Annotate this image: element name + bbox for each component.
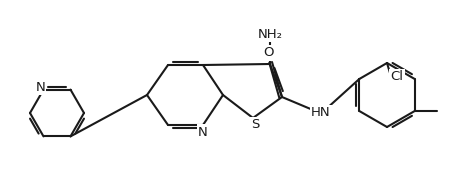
Text: N: N: [35, 81, 45, 94]
Text: N: N: [198, 126, 208, 138]
Text: O: O: [263, 46, 273, 59]
Text: HN: HN: [311, 106, 331, 120]
Text: NH₂: NH₂: [258, 27, 282, 41]
Text: S: S: [251, 119, 259, 131]
Text: Cl: Cl: [391, 71, 404, 83]
